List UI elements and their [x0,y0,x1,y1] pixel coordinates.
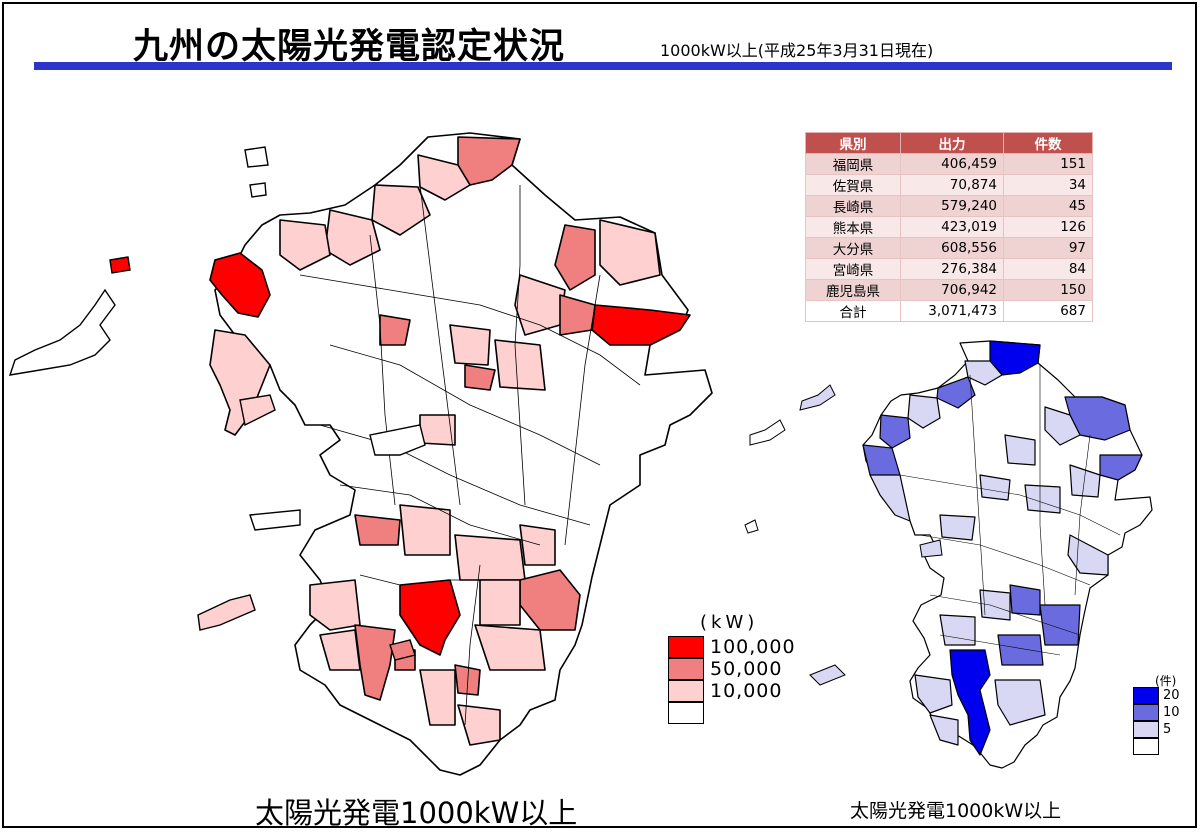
legend-label: 5 [1163,722,1172,737]
count-map-caption: 太陽光発電1000kW以上 [850,800,1062,822]
nagasaki-peninsula [209,329,271,436]
nagasaki-high [209,252,271,318]
legend-swatch-high [1133,687,1159,704]
stats-table: 県別 出力 件数 福岡県 406,459 151 佐賀県 70,874 34 長… [805,132,1093,322]
page-title: 九州の太陽光発電認定状況 [133,27,566,67]
legend-label: 10,000 [710,680,783,702]
legend-swatch-none [1133,738,1159,755]
pref-cell: 大分県 [805,237,901,259]
count-cell: 126 [1003,216,1093,238]
output-legend-unit: (kW) [700,612,759,633]
legend-swatch-mid [668,658,704,680]
output-cell: 423,019 [900,216,1004,238]
count-map [744,340,1153,769]
pref-cell: 熊本県 [805,216,901,238]
output-cell: 579,240 [900,195,1004,217]
legend-label: 10 [1163,705,1180,720]
table-total-row: 合計 3,071,473 687 [805,300,1093,322]
pref-cell: 長崎県 [805,195,901,217]
page-subtitle: 1000kW以上(平成25年3月31日現在) [660,41,934,60]
output-cell: 276,384 [900,258,1004,280]
table-header-row: 県別 出力 件数 [805,132,1093,154]
col-pref: 県別 [805,132,901,154]
legend-swatch-high [668,636,704,658]
table-row: 大分県 608,556 97 [805,237,1093,259]
amakusa-islands [369,424,426,456]
legend-label: 20 [1163,688,1180,703]
legend-row: 10,000 [668,680,828,702]
total-count: 687 [1003,300,1093,322]
table-row: 長崎県 579,240 45 [805,195,1093,217]
output-cell: 406,459 [900,153,1004,175]
pref-cell: 鹿児島県 [805,279,901,301]
table-row: 福岡県 406,459 151 [805,153,1093,175]
count-high-south [949,649,991,756]
table-row: 宮崎県 276,384 84 [805,258,1093,280]
pref-cell: 福岡県 [805,153,901,175]
total-label: 合計 [805,300,901,322]
title-rule [34,62,1172,70]
legend-row: 100,000 [668,636,828,658]
goto-islands [8,288,116,376]
output-map-caption: 太陽光発電1000kW以上 [255,796,578,830]
count-cell: 97 [1003,237,1093,259]
total-output: 3,071,473 [900,300,1004,322]
pref-cell: 佐賀県 [805,174,901,196]
col-count: 件数 [1003,132,1093,154]
legend-swatch-mid [1133,704,1159,721]
col-output: 出力 [900,132,1004,154]
output-cell: 706,942 [900,279,1004,301]
count-legend-unit: (件) [1155,674,1177,688]
output-cell: 70,874 [900,174,1004,196]
legend-label: 50,000 [710,658,783,680]
kagoshima-high [399,579,461,656]
table-row: 佐賀県 70,874 34 [805,174,1093,196]
table-row: 鹿児島県 706,942 150 [805,279,1093,301]
count-cell: 45 [1003,195,1093,217]
count-cell: 151 [1003,153,1093,175]
count-cell: 150 [1003,279,1093,301]
legend-label: 100,000 [710,636,796,658]
table-row: 熊本県 423,019 126 [805,216,1093,238]
count-cell: 34 [1003,174,1093,196]
output-cell: 608,556 [900,237,1004,259]
legend-row: 50,000 [668,658,828,680]
legend-swatch-low [1133,721,1159,738]
legend-row: 5 [1133,721,1193,738]
output-map [8,132,713,776]
legend-row: 20 [1133,687,1193,704]
legend-row: 10 [1133,704,1193,721]
legend-swatch-low [668,680,704,702]
pref-cell: 宮崎県 [805,258,901,280]
count-cell: 84 [1003,258,1093,280]
legend-swatch-none [668,702,704,724]
legend-row [668,702,828,724]
oita-high [591,304,691,346]
legend-row [1133,738,1193,755]
